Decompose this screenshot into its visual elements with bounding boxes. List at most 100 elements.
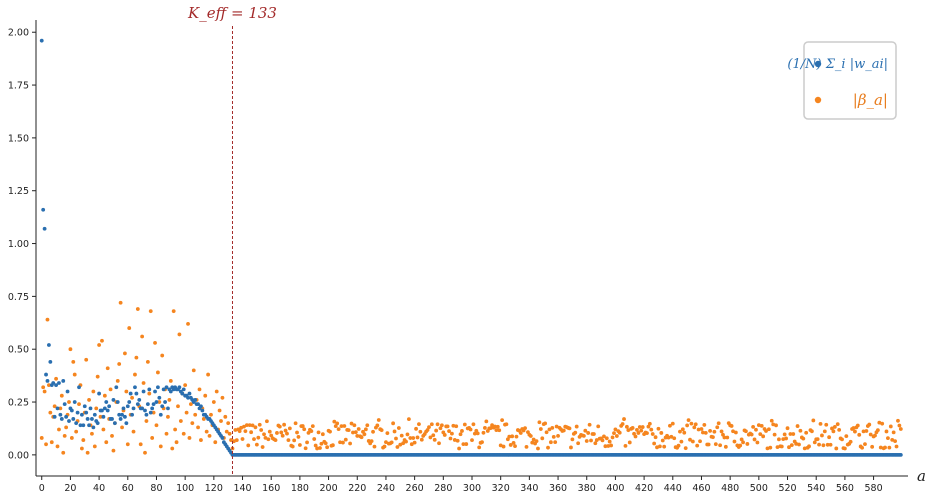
beta-point [540,436,545,441]
beta-point [894,444,899,449]
beta-point [683,446,688,451]
x-tick-label: 380 [578,483,596,494]
w-point [48,359,53,364]
beta-point [703,430,708,435]
beta-point [488,426,493,431]
w-point [84,410,89,415]
beta-point [454,424,459,429]
beta-point [623,444,628,448]
beta-point [811,418,816,423]
beta-point [244,423,249,428]
beta-point [206,372,211,377]
w-point [196,402,200,407]
beta-point [227,431,232,436]
y-tick-label: 0.25 [8,398,29,409]
beta-point [458,432,463,437]
beta-point [830,426,834,431]
x-tick-label: 340 [520,483,538,494]
beta-point [348,441,352,446]
legend-box [803,41,897,120]
w-point [115,400,120,404]
beta-point [495,424,500,429]
beta-point [140,334,145,339]
beta-point [242,424,246,429]
beta-point [176,404,180,409]
beta-point [769,418,774,423]
beta-point [351,430,355,435]
beta-point [81,438,86,442]
beta-point [131,429,136,434]
w-point [168,389,173,394]
beta-point [537,420,542,425]
w-point [92,412,97,417]
beta-point [257,422,262,427]
beta-point [339,424,344,429]
beta-point [177,332,182,337]
beta-point [273,438,278,442]
beta-point [359,435,364,440]
beta-point [292,438,297,443]
w-point [143,408,147,413]
w-point [140,406,145,411]
beta-point [880,421,885,426]
beta-point [167,398,172,402]
y-tick-label: 1.50 [8,133,29,144]
beta-point [510,434,515,439]
beta-point [55,444,60,449]
beta-point [842,446,847,451]
beta-point [610,435,615,440]
beta-point [445,424,450,429]
beta-point [483,426,487,430]
beta-point [561,428,566,433]
beta-point [310,424,315,429]
beta-point [346,428,351,433]
beta-point [343,437,348,442]
x-tick-label: 200 [320,483,338,494]
w-point [88,406,93,411]
beta-point [706,442,711,447]
beta-point [217,408,222,413]
w-point [111,398,116,402]
beta-point [887,445,892,450]
beta-point [584,439,589,443]
beta-point [320,432,325,437]
beta-point [543,421,548,426]
w-point [75,410,80,415]
beta-point [586,431,591,435]
beta-point [745,442,750,446]
w-point [81,423,86,428]
beta-point [49,440,54,445]
beta-point [98,414,103,419]
x-tick-label: 480 [721,483,739,494]
beta-point [775,445,780,450]
x-tick-label: 140 [233,483,251,494]
beta-point [551,434,556,439]
beta-point [481,430,486,435]
beta-point [438,426,443,431]
w-point [74,421,79,426]
beta-point [95,374,100,379]
w-point [104,400,109,404]
beta-point [801,436,806,441]
beta-point [178,419,183,423]
beta-point [108,387,113,392]
y-tick-label: 1.00 [8,239,29,250]
beta-point [300,424,305,428]
beta-point [870,444,875,449]
beta-point [864,429,869,433]
w-point [69,408,74,413]
beta-point [455,438,460,443]
x-tick-label: 460 [692,483,710,494]
beta-point [744,429,748,434]
beta-point [191,368,196,373]
beta-point [461,442,466,447]
beta-point [69,436,74,440]
beta-point [751,425,756,429]
w-point [145,402,150,407]
beta-point [695,443,700,448]
beta-point [637,425,642,429]
beta-point [328,429,332,434]
beta-point [246,443,251,448]
beta-point [659,431,664,435]
beta-point [890,437,895,442]
